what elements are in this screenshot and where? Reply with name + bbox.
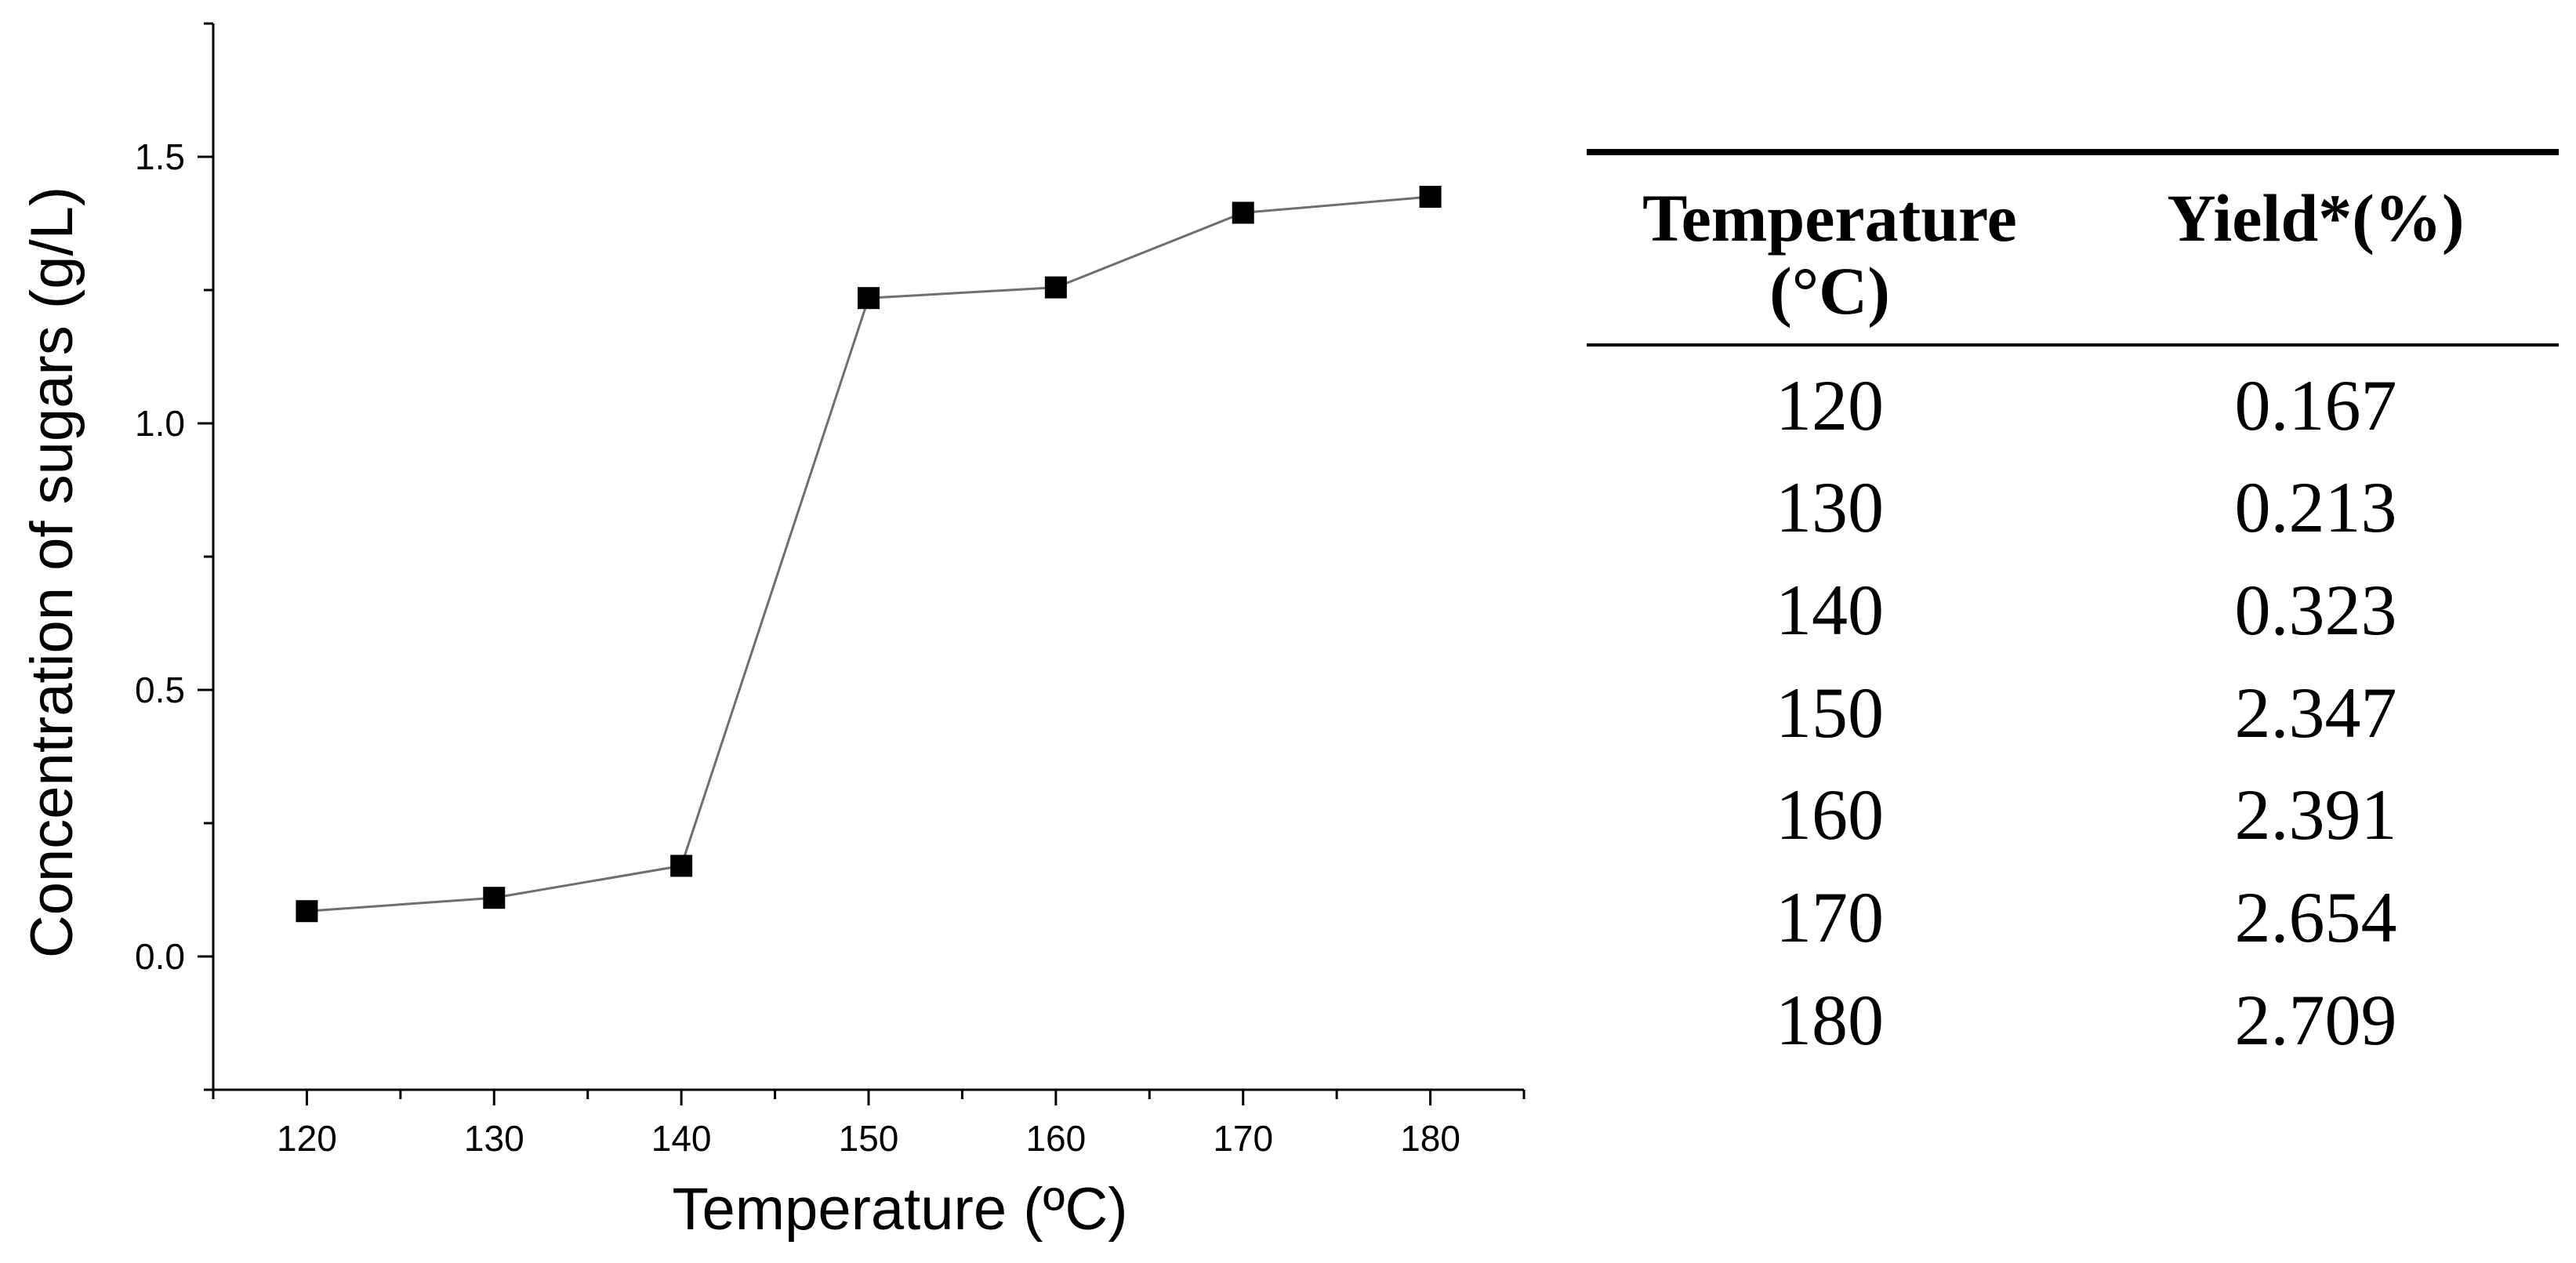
temperature-cell: 120: [1776, 365, 1884, 445]
temperature-cell: 130: [1776, 467, 1884, 548]
data-point: [483, 887, 506, 909]
x-tick-label: 160: [1025, 1118, 1086, 1159]
data-point: [1419, 186, 1442, 208]
data-point: [296, 900, 318, 923]
yield-cell: 2.391: [2234, 775, 2397, 855]
x-tick-label: 180: [1400, 1118, 1460, 1159]
yield-cell: 0.167: [2234, 365, 2397, 445]
x-tick-label: 140: [651, 1118, 712, 1159]
table-header-row: Temperature (°C) Yield*(%): [1587, 149, 2559, 347]
x-tick-label: 120: [277, 1118, 337, 1159]
x-axis-ticks: 120 130 140 150 160 170 180: [212, 1090, 1526, 1159]
chart-axes: [212, 24, 1524, 1091]
data-point: [670, 855, 693, 877]
y-tick-label: 1.0: [135, 403, 185, 444]
x-tick-label: 170: [1213, 1118, 1273, 1159]
yield-cell: 2.709: [2234, 979, 2397, 1060]
yield-cell: 2.654: [2234, 876, 2397, 957]
temperature-cell: 180: [1776, 979, 1884, 1060]
yield-cell: 0.323: [2234, 570, 2397, 650]
temperature-cell: 150: [1776, 672, 1884, 753]
table-row: 160 2.391: [1587, 764, 2559, 866]
yield-table-panel: Temperature (°C) Yield*(%) 120 0.167 130 0.…: [1587, 149, 2559, 1071]
y-tick-label: 0.0: [135, 936, 185, 977]
table-row: 150 2.347: [1587, 662, 2559, 764]
table-row: 130 0.213: [1587, 456, 2559, 559]
concentration-chart: 120 130 140 150 160 170 180 0.0 0.5 1.0 1.5 Tempe…: [19, 22, 1526, 1243]
header-yield: Yield*(%): [2073, 149, 2559, 347]
temperature-cell: 140: [1776, 570, 1884, 650]
x-axis-title: Temperature (ºC): [672, 1176, 1127, 1243]
y-axis-title: Concentration of sugars (g/L): [19, 187, 85, 958]
table-row: 140 0.323: [1587, 559, 2559, 662]
data-point: [1232, 201, 1254, 224]
data-point: [1044, 276, 1067, 299]
yield-cell: 0.213: [2234, 467, 2397, 548]
temperature-cell: 170: [1776, 876, 1884, 957]
data-markers: [296, 186, 1442, 923]
y-axis-ticks: 0.0 0.5 1.0 1.5: [135, 22, 213, 1091]
yield-table: Temperature (°C) Yield*(%) 120 0.167 130 0.…: [1587, 149, 2559, 1071]
yield-cell: 2.347: [2234, 672, 2397, 753]
y-tick-label: 1.5: [135, 136, 185, 177]
table-body: 120 0.167 130 0.213 140 0.323 150 2.347 160 2.391…: [1587, 345, 2559, 1071]
table-row: 120 0.167: [1587, 345, 2559, 457]
table-row: 180 2.709: [1587, 969, 2559, 1072]
data-point: [858, 287, 880, 310]
header-temperature: Temperature (°C): [1587, 149, 2073, 347]
temperature-cell: 160: [1776, 775, 1884, 855]
x-tick-label: 130: [464, 1118, 524, 1159]
y-tick-label: 0.5: [135, 670, 185, 710]
x-tick-label: 150: [839, 1118, 899, 1159]
table-row: 170 2.654: [1587, 866, 2559, 969]
